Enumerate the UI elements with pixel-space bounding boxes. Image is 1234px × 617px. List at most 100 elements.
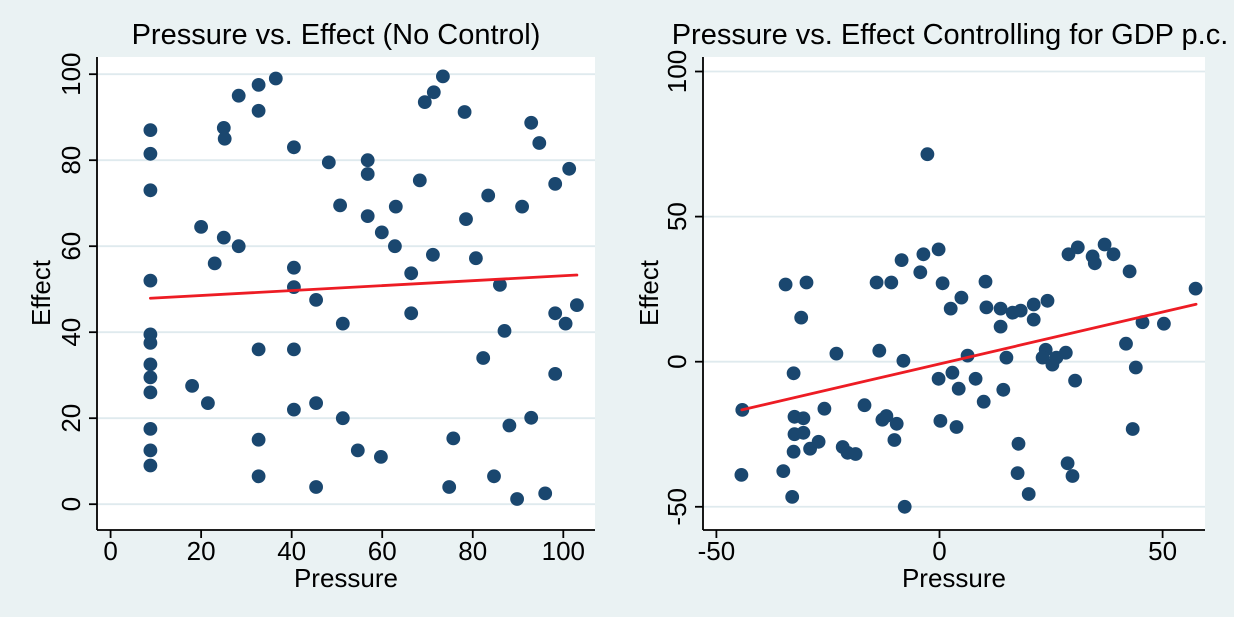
data-point: [979, 300, 994, 315]
y-axis-label: Effect: [634, 259, 664, 326]
data-point: [469, 251, 483, 266]
data-point: [143, 422, 158, 436]
axes: [702, 57, 1205, 531]
data-point: [786, 444, 801, 459]
data-point: [497, 324, 512, 338]
fit-line-group: [149, 273, 579, 300]
data-point: [481, 188, 496, 203]
data-point: [143, 336, 158, 350]
data-point: [896, 353, 911, 368]
data-point: [231, 88, 246, 103]
data-point: [913, 265, 928, 280]
y-tick-label: -50: [662, 488, 692, 526]
data-point: [216, 230, 231, 245]
data-point: [811, 434, 826, 449]
y-tick-label: 100: [662, 50, 692, 93]
data-point: [360, 153, 375, 168]
data-point: [143, 183, 158, 198]
data-point: [251, 103, 266, 118]
data-point: [143, 273, 158, 288]
data-point: [1026, 297, 1041, 312]
axes: [96, 57, 595, 531]
data-point: [143, 443, 158, 458]
data-point: [829, 346, 844, 361]
data-point: [287, 342, 301, 357]
data-point: [1035, 350, 1050, 365]
y-tick-label: 60: [56, 232, 86, 261]
data-point: [502, 418, 517, 433]
data-point: [404, 306, 419, 321]
data-point: [548, 177, 563, 191]
fit-line: [149, 273, 579, 300]
data-point: [1106, 247, 1121, 262]
data-point: [1087, 256, 1102, 271]
data-point: [493, 278, 507, 292]
data-point: [309, 480, 323, 494]
x-tick-label: 60: [368, 536, 397, 566]
data-point: [487, 469, 501, 484]
data-point: [786, 366, 801, 381]
y-tick-label: 80: [56, 146, 86, 175]
data-point: [251, 342, 266, 357]
data-point: [931, 242, 946, 257]
data-point: [817, 401, 832, 416]
data-point: [143, 123, 158, 137]
data-point: [954, 290, 969, 305]
data-point: [848, 447, 863, 461]
fit-line-group: [740, 302, 1198, 412]
data-point: [1157, 316, 1171, 331]
data-point: [945, 365, 960, 380]
data-point: [1188, 281, 1203, 296]
data-point: [920, 147, 935, 162]
y-tick-label: 50: [662, 202, 692, 231]
scatter-points: [143, 69, 584, 506]
data-point: [251, 469, 266, 484]
data-point: [335, 316, 350, 331]
data-point: [426, 247, 440, 262]
data-point: [548, 306, 563, 321]
x-tick-label: 20: [187, 536, 216, 566]
chart-title: Pressure vs. Effect (No Control): [132, 19, 541, 51]
data-point: [943, 301, 958, 316]
x-tick-label: 50: [1148, 536, 1177, 566]
y-tick-label: 20: [56, 404, 86, 433]
data-point: [143, 146, 158, 161]
data-point: [978, 274, 993, 289]
data-point: [217, 131, 232, 146]
data-point: [1011, 436, 1026, 451]
data-point: [796, 425, 811, 440]
grid-lines: [97, 73, 595, 506]
data-point: [1128, 360, 1143, 375]
data-point: [231, 239, 246, 254]
data-point: [476, 351, 491, 365]
data-point: [1119, 336, 1133, 351]
data-point: [374, 450, 388, 464]
data-point: [143, 370, 158, 385]
tick-labels: -50 0 50 -50 0 50 100: [662, 50, 1177, 566]
data-point: [1065, 469, 1080, 483]
data-point: [1013, 303, 1028, 318]
data-point: [194, 220, 209, 234]
data-point: [333, 198, 347, 213]
fit-line: [740, 302, 1198, 412]
data-point: [442, 480, 457, 494]
data-point: [360, 167, 375, 181]
data-point: [562, 161, 577, 176]
data-point: [287, 140, 301, 155]
data-point: [388, 239, 402, 254]
left-chart: 0 20 40 60 80 100 0 20 40 60 80 100 Pressure vs. Ef…: [26, 19, 595, 593]
data-point: [949, 420, 964, 434]
tick-labels: 0 20 40 60 80 100 0 20 40 60 80 100: [56, 53, 585, 566]
data-point: [412, 173, 427, 188]
data-point: [417, 95, 432, 109]
data-point: [335, 411, 350, 426]
x-tick-label: -50: [698, 536, 736, 566]
data-point: [436, 69, 450, 84]
data-point: [1058, 345, 1073, 360]
data-point: [894, 253, 909, 267]
data-point: [993, 319, 1008, 334]
data-point: [879, 409, 894, 423]
data-point: [935, 276, 950, 291]
